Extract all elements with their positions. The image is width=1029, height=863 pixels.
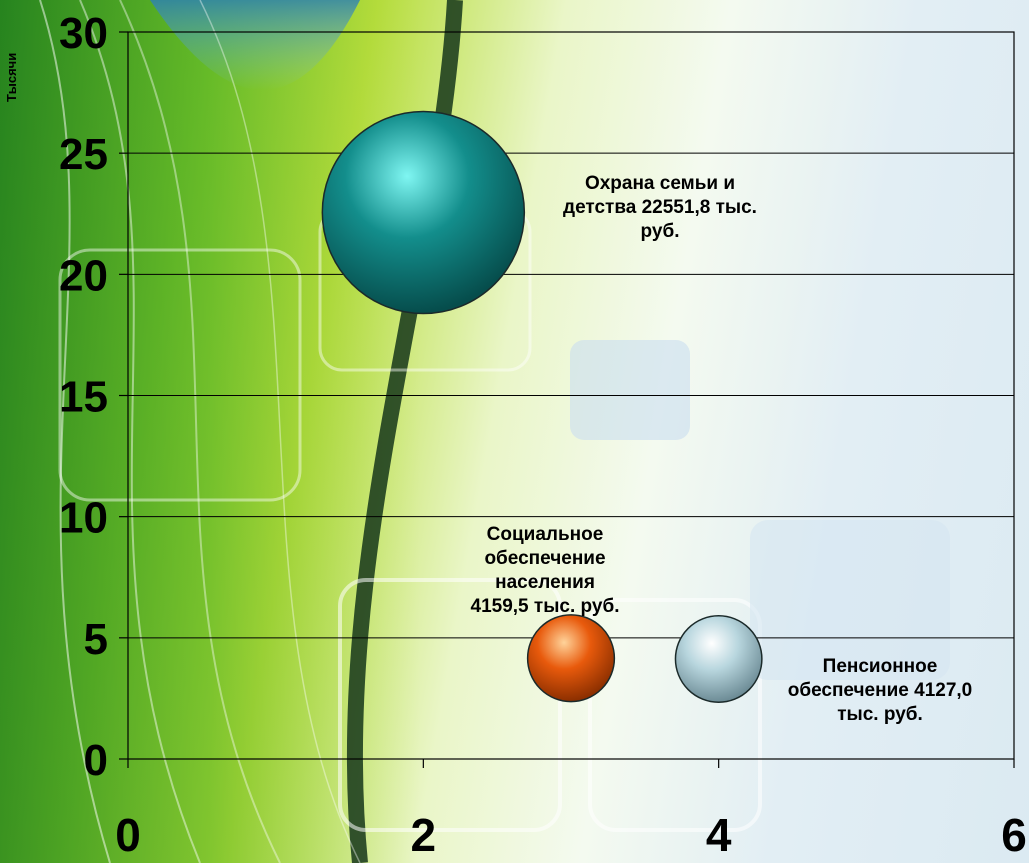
x-tick-label-3: 6 <box>1001 809 1027 861</box>
bubbles: Охрана семьи и детства 22551,8 тыс. руб. Со… <box>321 110 973 725</box>
bubble-2: Пенсионное обеспечение 4127,0 тыс. руб. <box>674 615 973 725</box>
x-tick-label-0: 0 <box>115 809 141 861</box>
bubble-label-1-line-3: 4159,5 тыс. руб. <box>471 596 620 617</box>
y-tick-label-0: 0 <box>84 736 108 785</box>
y-axis-ticks: 0 5 10 15 20 25 30 <box>59 9 128 785</box>
x-tick-label-1: 2 <box>411 809 437 861</box>
y-tick-label-2: 10 <box>59 494 108 543</box>
y-tick-label-3: 15 <box>59 373 108 422</box>
bubble-shape-2 <box>674 615 763 703</box>
x-axis-ticks: 0 2 4 6 <box>115 759 1027 861</box>
bubble-label-2-line-2: тыс. руб. <box>837 704 923 725</box>
bubble-1: Социальное обеспечение населения 4159,5 тыс… <box>471 524 620 703</box>
bubble-label-1-line-1: обеспечение <box>484 548 605 569</box>
bubble-0: Охрана семьи и детства 22551,8 тыс. руб. <box>321 110 757 315</box>
bubble-shape-1 <box>526 614 616 703</box>
bubble-label-2-line-1: обеспечение 4127,0 <box>788 680 973 701</box>
y-tick-label-5: 25 <box>59 130 108 179</box>
bubble-label-0-line-1: детства 22551,8 тыс. <box>563 197 757 218</box>
y-tick-label-6: 30 <box>59 9 108 58</box>
bubble-label-0-line-2: руб. <box>641 221 680 242</box>
bubble-shape-0 <box>321 110 526 315</box>
y-tick-label-4: 20 <box>59 251 108 300</box>
grid-lines <box>128 152 1014 639</box>
bubble-label-1-line-0: Социальное <box>487 524 604 545</box>
bubble-label-1-line-2: населения <box>495 572 595 593</box>
y-tick-label-1: 5 <box>84 615 108 664</box>
x-tick-label-2: 4 <box>706 809 732 861</box>
bubble-label-0-line-0: Охрана семьи и <box>585 173 735 194</box>
bubble-label-2-line-0: Пенсионное <box>823 656 938 677</box>
